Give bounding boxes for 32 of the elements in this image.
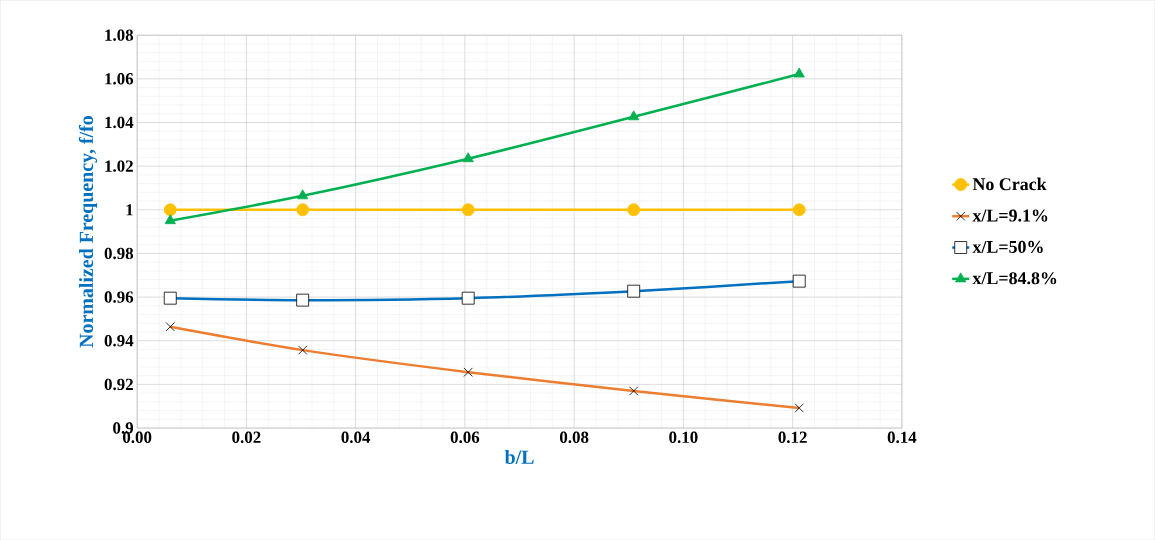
y-tick-label: 1 (126, 204, 133, 216)
point (627, 203, 641, 217)
x-tick-label: 0.12 (778, 431, 807, 443)
point (297, 189, 309, 200)
y-tick-label: 1.04 (105, 116, 134, 129)
point (792, 203, 806, 217)
y-tick-label: 1.06 (105, 72, 134, 85)
y-axis-title: Normalized Frequency, f/fo (78, 116, 98, 348)
legend-label: x/L=50% (972, 240, 1043, 253)
y-tick-label: 0.96 (104, 291, 134, 303)
point (793, 67, 805, 78)
y-tick-label: 0.92 (104, 378, 133, 391)
x-tick-label: 0.10 (669, 431, 698, 443)
point (462, 152, 474, 163)
x-tick-label: 0.02 (232, 431, 261, 443)
y-tick-label: 0.94 (104, 334, 134, 347)
legend-label: x/L=9.1% (972, 209, 1048, 222)
x-tick-label: 0.14 (887, 431, 917, 443)
legend-label: x/L=84.8% (972, 272, 1057, 285)
y-tick-label: 0.98 (104, 247, 134, 260)
y-tick-label: 1.08 (105, 29, 134, 41)
x-tick-label: 0.06 (450, 431, 480, 443)
legend-label: No Crack (972, 177, 1047, 191)
point (164, 214, 176, 224)
x-tick-label: 0.08 (559, 431, 589, 443)
x-tick-label: 0.04 (341, 431, 371, 443)
x-axis-title: b/L (504, 449, 534, 464)
point (296, 203, 310, 217)
point (628, 110, 640, 121)
y-tick-label: 1.02 (105, 160, 133, 172)
point (461, 203, 475, 217)
point (163, 203, 177, 217)
